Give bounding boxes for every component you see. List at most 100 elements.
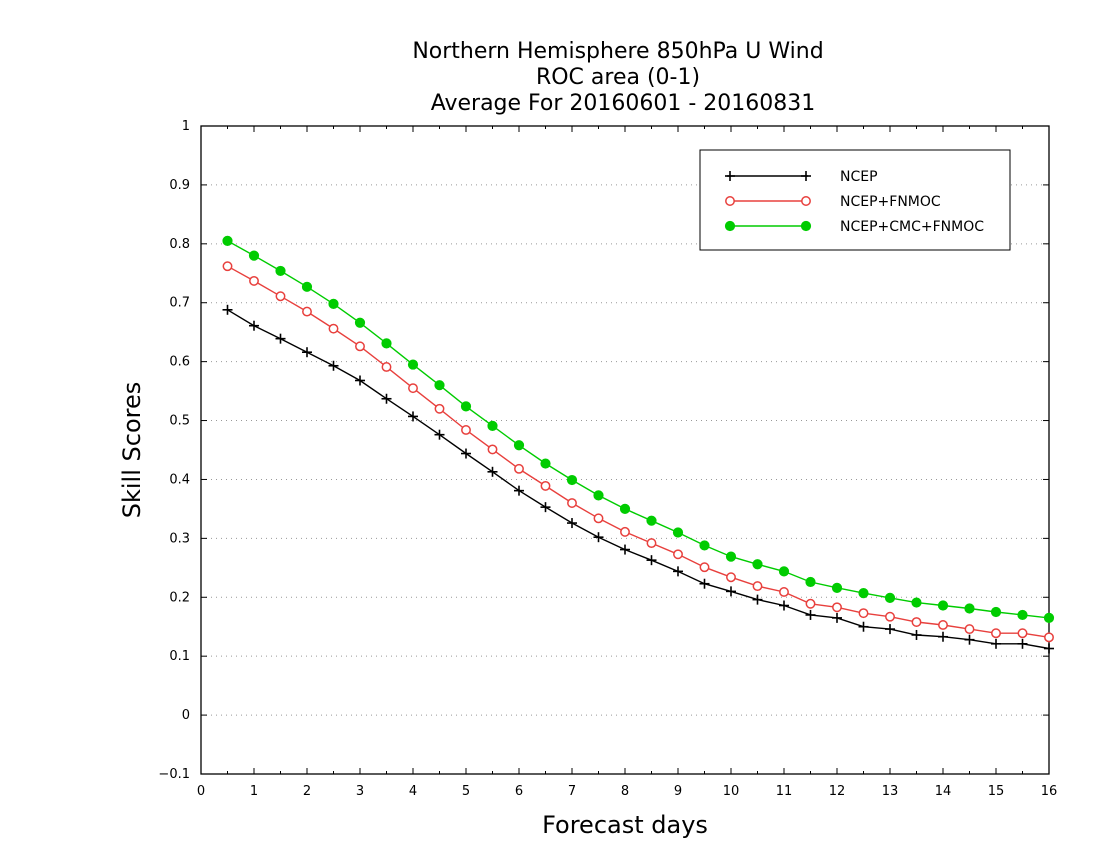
data-point	[1043, 612, 1055, 623]
data-point	[752, 594, 763, 605]
legend-marker	[800, 220, 812, 232]
x-tick-label: 1	[250, 784, 258, 799]
data-point	[434, 380, 445, 391]
x-tick-label: 3	[356, 784, 364, 799]
legend-label: NCEP+FNMOC	[840, 194, 941, 210]
data-point	[673, 566, 683, 577]
data-point	[911, 597, 922, 608]
data-point	[487, 466, 498, 477]
data-point	[805, 609, 816, 620]
data-point	[990, 606, 1002, 618]
data-point	[937, 600, 949, 611]
legend-entry: NCEP+CMC+FNMOC	[724, 219, 984, 235]
data-point	[964, 634, 975, 645]
y-tick-label: 0.6	[169, 355, 190, 370]
y-tick-label: 0.1	[169, 649, 190, 664]
x-tick-label: 12	[829, 784, 846, 799]
y-tick-label: 0.4	[169, 472, 190, 487]
data-point	[858, 621, 869, 632]
data-point	[567, 518, 577, 529]
legend-label: NCEP	[840, 169, 878, 185]
data-point	[964, 624, 975, 635]
data-point	[328, 298, 339, 310]
data-point	[249, 275, 259, 286]
data-point	[1017, 609, 1028, 621]
series-line	[227, 265, 1050, 638]
data-point	[964, 603, 975, 614]
data-point	[620, 544, 630, 555]
data-point	[938, 620, 948, 630]
data-point	[355, 341, 365, 352]
y-tick-label: 0.9	[169, 178, 190, 193]
legend-marker	[725, 196, 735, 206]
data-point	[381, 393, 392, 404]
y-tick-label: 1	[182, 119, 190, 134]
y-tick-label: 0.7	[169, 296, 190, 311]
data-point	[725, 551, 737, 562]
data-point	[381, 361, 392, 372]
data-point	[646, 555, 657, 566]
x-tick-label: 0	[197, 784, 205, 799]
data-point	[407, 359, 419, 370]
chart-title-line-1: Northern Hemisphere 850hPa U Wind	[412, 39, 823, 64]
data-point	[885, 611, 895, 622]
data-point	[593, 532, 604, 543]
data-point	[222, 235, 233, 246]
data-point	[513, 440, 525, 451]
data-point	[514, 463, 524, 474]
y-tick-label: 0.5	[169, 414, 190, 429]
data-point	[620, 526, 630, 537]
data-point	[354, 317, 366, 328]
data-point	[991, 638, 1001, 649]
data-point	[673, 549, 683, 560]
data-point	[779, 587, 789, 597]
x-tick-label: 10	[723, 784, 740, 799]
data-point	[408, 411, 418, 422]
data-point	[593, 513, 604, 524]
data-point	[911, 629, 922, 640]
series-ncep	[222, 304, 1054, 654]
data-point	[540, 480, 551, 491]
data-point	[938, 631, 948, 642]
data-point	[699, 562, 710, 573]
legend-marker	[725, 171, 735, 181]
data-point	[646, 538, 657, 549]
data-point	[275, 265, 286, 277]
x-tick-label: 15	[988, 784, 1005, 799]
data-point	[461, 448, 471, 459]
data-point	[460, 401, 472, 412]
data-point	[752, 581, 763, 592]
y-tick-label: 0.8	[169, 237, 190, 252]
data-point	[302, 347, 312, 358]
data-point	[884, 592, 896, 603]
data-point	[832, 602, 842, 613]
data-point	[858, 588, 869, 599]
data-point	[302, 306, 312, 317]
x-tick-label: 6	[515, 784, 523, 799]
data-point	[672, 527, 684, 538]
data-point	[301, 281, 313, 292]
y-axis-label: Skill Scores	[118, 382, 146, 519]
data-point	[699, 540, 710, 551]
x-tick-label: 11	[776, 784, 793, 799]
x-tick-label: 16	[1041, 784, 1058, 799]
data-point	[779, 600, 789, 611]
data-point	[778, 566, 790, 577]
data-point	[752, 559, 763, 570]
legend-label: NCEP+CMC+FNMOC	[840, 219, 984, 235]
x-tick-label: 8	[621, 784, 629, 799]
data-point	[408, 383, 418, 394]
data-point	[566, 474, 578, 486]
data-point	[726, 586, 736, 597]
x-tick-label: 7	[568, 784, 576, 799]
data-point	[222, 261, 233, 272]
data-point	[646, 515, 657, 526]
data-point	[355, 375, 365, 386]
data-point	[249, 320, 259, 331]
legend-marker	[724, 220, 736, 232]
data-point	[328, 360, 339, 371]
data-point	[1017, 628, 1028, 639]
data-point	[858, 608, 869, 619]
y-tick-label: 0.3	[169, 531, 190, 546]
